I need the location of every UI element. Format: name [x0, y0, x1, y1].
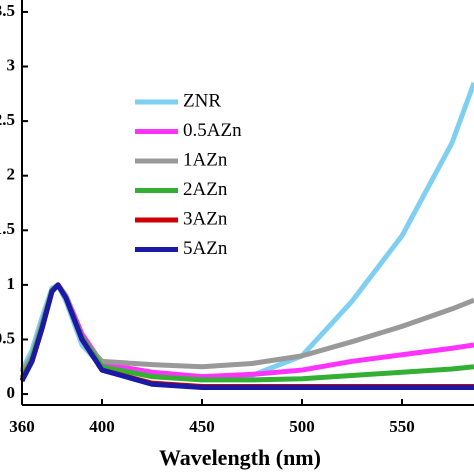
- series-line: [19, 282, 474, 374]
- legend-label: 3AZn: [183, 208, 228, 229]
- y-tick-label: 1: [7, 274, 16, 293]
- x-tick-label: 360: [9, 417, 35, 436]
- series-line: [19, 282, 474, 391]
- x-axis-label: Wavelength (nm): [159, 445, 321, 470]
- legend-label: 1AZn: [183, 149, 228, 170]
- y-tick-label: 2: [7, 165, 16, 184]
- y-tick-label: 3: [7, 55, 16, 74]
- legend-label: 0.5AZn: [183, 120, 242, 141]
- y-tick-label: 3.5: [0, 1, 15, 20]
- legend-label: ZNR: [183, 90, 221, 111]
- y-tick-label: 2.5: [0, 110, 15, 129]
- series-line: [19, 82, 474, 383]
- legend-label: 2AZn: [183, 179, 228, 200]
- y-tick-label: 1.5: [0, 219, 15, 238]
- x-tick-label: 500: [289, 417, 315, 436]
- x-tick-label: 450: [189, 417, 215, 436]
- y-tick-label: 0.5: [0, 328, 15, 347]
- y-tick-label: 0: [7, 383, 16, 402]
- x-tick-label: 400: [89, 417, 115, 436]
- x-tick-label: 550: [389, 417, 415, 436]
- legend-label: 5AZn: [183, 238, 228, 259]
